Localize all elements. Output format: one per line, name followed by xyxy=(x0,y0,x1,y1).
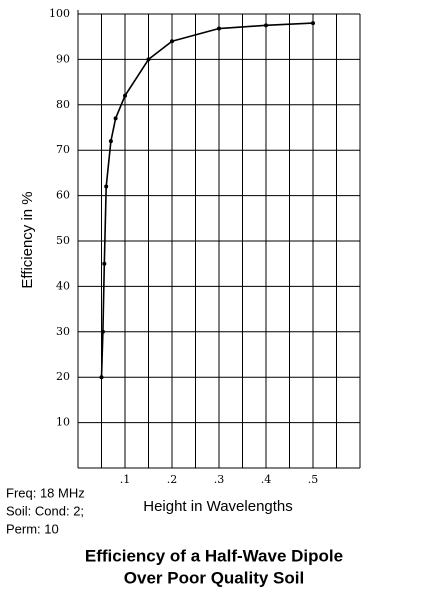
data-point xyxy=(123,93,127,98)
x-tick-label: .3 xyxy=(214,473,225,486)
note: Soil: Cond: 2; xyxy=(6,503,84,518)
chart-title: Efficiency of a Half-Wave Dipole xyxy=(85,546,343,565)
data-point xyxy=(217,26,221,31)
y-tick-label: 40 xyxy=(56,279,70,292)
note: Freq: 18 MHz xyxy=(6,485,85,500)
data-point xyxy=(100,329,105,334)
data-point xyxy=(113,116,118,121)
y-tick-label: 80 xyxy=(56,98,70,111)
y-tick-label: 30 xyxy=(56,325,70,338)
data-point xyxy=(99,375,104,380)
data-point xyxy=(102,261,107,266)
data-point xyxy=(170,39,174,44)
series-line xyxy=(100,22,314,378)
data-point xyxy=(311,21,315,26)
data-point xyxy=(104,184,109,189)
x-tick-label: .5 xyxy=(308,473,319,486)
y-tick-label: 70 xyxy=(56,143,70,156)
y-tick-label: 20 xyxy=(56,370,70,383)
data-point xyxy=(264,23,268,28)
y-tick-label: 10 xyxy=(56,416,70,429)
y-tick-label: 60 xyxy=(56,189,70,202)
data-point xyxy=(146,57,151,62)
x-tick-label: .4 xyxy=(261,473,272,486)
x-axis-label: Height in Wavelengths xyxy=(143,498,293,515)
x-tick-label: .2 xyxy=(167,473,178,486)
x-tick-label: .1 xyxy=(120,473,131,486)
y-tick-label: 100 xyxy=(49,7,70,20)
y-tick-label: 50 xyxy=(56,234,70,247)
y-axis-label: Efficiency in % xyxy=(19,191,36,288)
y-tick-label: 90 xyxy=(56,52,70,65)
chart-title: Over Poor Quality Soil xyxy=(124,568,304,587)
note: Perm: 10 xyxy=(6,521,59,536)
data-point xyxy=(108,139,113,144)
